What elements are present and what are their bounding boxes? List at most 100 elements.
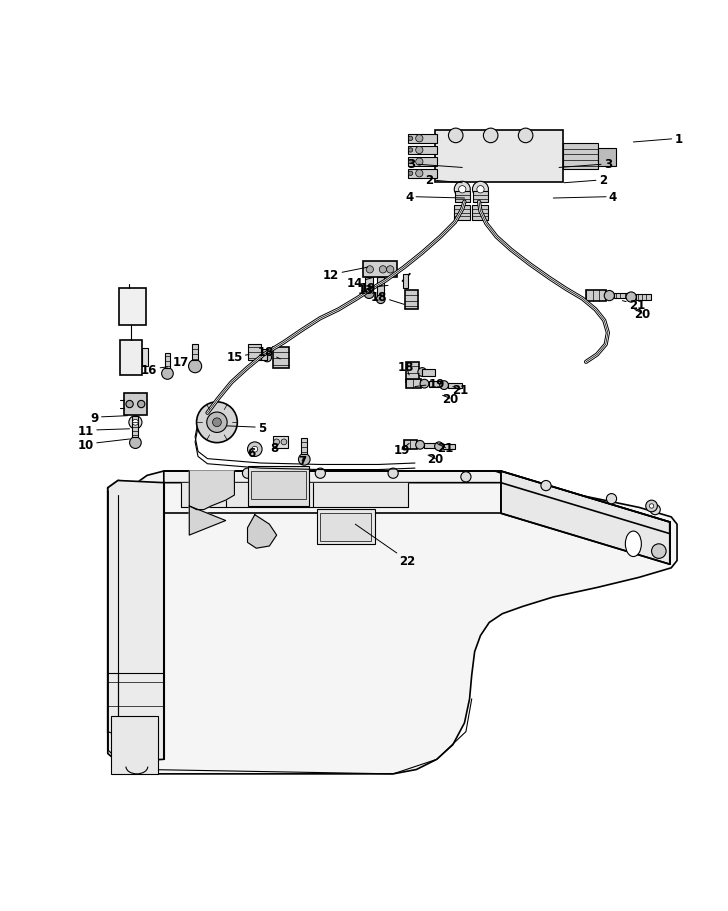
Circle shape [420, 380, 429, 389]
Text: 9: 9 [90, 411, 127, 425]
Text: 3: 3 [407, 159, 462, 171]
Text: 3: 3 [559, 159, 612, 171]
Bar [454, 206, 470, 220]
Text: 8: 8 [270, 442, 279, 455]
Bar [455, 192, 470, 203]
Bar [248, 466, 309, 507]
Text: 22: 22 [355, 525, 416, 568]
Bar [598, 148, 616, 167]
Bar [403, 275, 408, 288]
Ellipse shape [625, 531, 641, 557]
Text: 11: 11 [78, 425, 130, 437]
Bar [408, 135, 437, 144]
Circle shape [649, 504, 654, 508]
Bar [406, 363, 419, 383]
Circle shape [418, 368, 427, 377]
Bar [192, 344, 198, 360]
Text: 19: 19 [360, 281, 388, 295]
Text: 21: 21 [452, 384, 468, 396]
Bar [424, 443, 436, 448]
Circle shape [197, 403, 237, 443]
Circle shape [387, 266, 394, 273]
Circle shape [379, 266, 387, 273]
Text: 1: 1 [633, 133, 683, 146]
Circle shape [461, 472, 471, 483]
Circle shape [408, 137, 413, 141]
Circle shape [650, 505, 660, 515]
Circle shape [416, 170, 423, 178]
Bar [586, 292, 606, 302]
Text: 5: 5 [227, 422, 266, 435]
Circle shape [138, 401, 145, 408]
Bar [273, 436, 288, 448]
Circle shape [416, 159, 423, 166]
Text: 16: 16 [141, 363, 167, 376]
Bar [563, 144, 598, 169]
Circle shape [274, 439, 280, 445]
Text: 2: 2 [425, 174, 462, 187]
Bar [120, 341, 142, 375]
Circle shape [606, 494, 617, 504]
Bar [405, 292, 418, 310]
Bar [142, 349, 148, 367]
Bar [473, 192, 488, 203]
Circle shape [126, 401, 133, 408]
Circle shape [248, 443, 262, 457]
Bar [404, 441, 417, 450]
Bar [363, 262, 397, 278]
Circle shape [408, 148, 413, 153]
Text: 18: 18 [371, 291, 404, 305]
Bar [111, 716, 158, 774]
Text: 10: 10 [78, 438, 130, 451]
Circle shape [388, 468, 398, 479]
Bar [119, 288, 146, 326]
Text: 14: 14 [347, 277, 371, 290]
Text: 2: 2 [564, 174, 607, 187]
Polygon shape [181, 483, 408, 507]
Circle shape [376, 295, 385, 304]
Polygon shape [108, 472, 677, 774]
Circle shape [213, 418, 221, 427]
Circle shape [416, 148, 423, 155]
Circle shape [483, 129, 498, 144]
Bar [124, 394, 147, 415]
Polygon shape [164, 472, 670, 534]
Text: 21: 21 [622, 299, 645, 312]
Circle shape [454, 182, 470, 198]
Text: 6: 6 [247, 446, 256, 460]
Text: 19: 19 [394, 443, 410, 456]
Circle shape [448, 129, 463, 144]
Circle shape [207, 413, 227, 433]
Text: 15: 15 [226, 351, 249, 363]
Bar [448, 384, 462, 389]
Circle shape [408, 172, 413, 176]
Circle shape [416, 441, 424, 450]
Circle shape [652, 544, 666, 558]
Polygon shape [189, 472, 234, 510]
Bar [408, 147, 437, 155]
Circle shape [646, 500, 657, 512]
Circle shape [604, 292, 614, 302]
Polygon shape [108, 481, 164, 763]
Circle shape [541, 481, 551, 491]
Circle shape [252, 446, 258, 453]
Bar [614, 293, 629, 299]
Text: 12: 12 [323, 268, 368, 281]
Bar [408, 169, 437, 179]
Circle shape [440, 382, 448, 390]
Text: 20: 20 [634, 307, 650, 320]
Circle shape [189, 360, 202, 374]
Text: 17: 17 [173, 356, 193, 369]
Circle shape [129, 416, 142, 429]
Circle shape [281, 439, 287, 445]
Circle shape [626, 292, 636, 302]
Circle shape [518, 129, 533, 144]
Circle shape [298, 454, 310, 466]
Text: 4: 4 [553, 190, 617, 204]
Circle shape [435, 443, 443, 451]
Circle shape [130, 437, 141, 449]
Bar [301, 438, 307, 454]
Text: 21: 21 [437, 442, 454, 455]
Bar [377, 278, 384, 299]
Bar [636, 295, 651, 301]
